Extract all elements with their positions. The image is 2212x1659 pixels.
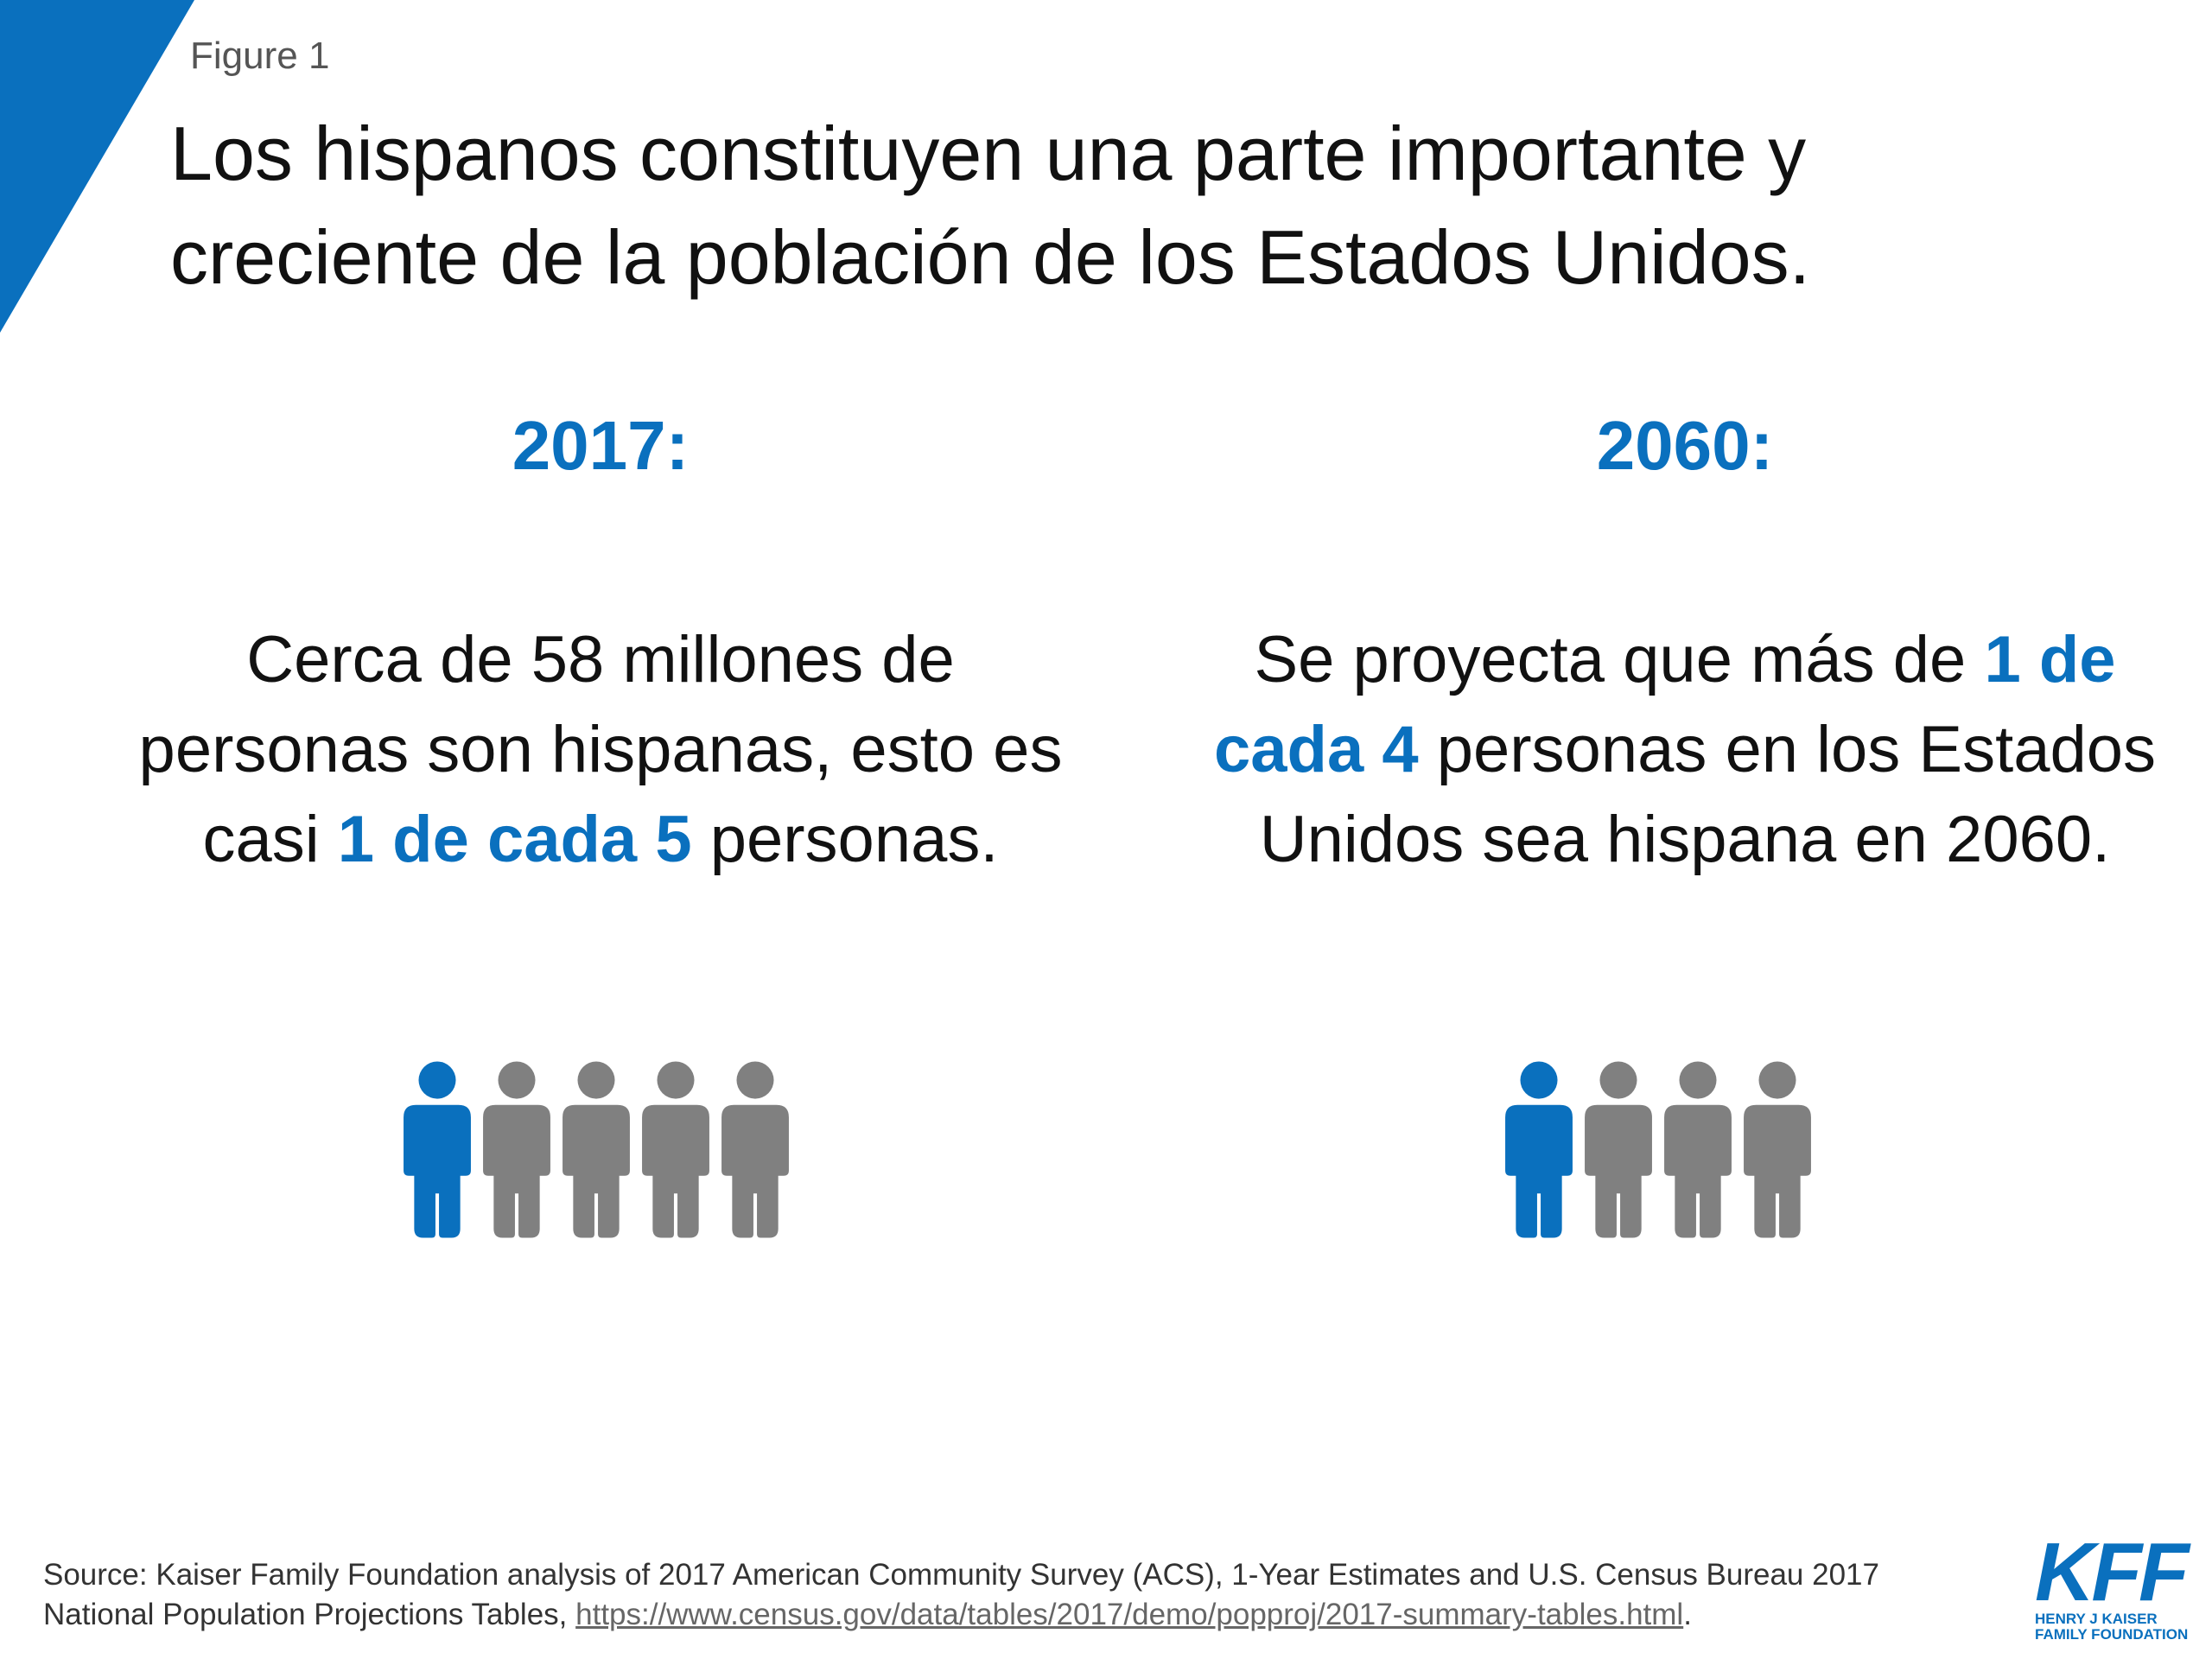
person-icon [1664, 1061, 1732, 1238]
figure-label: Figure 1 [190, 35, 330, 77]
title-line-2: creciente de la población de los Estados… [170, 214, 1811, 300]
right-text-2: personas en los Estados Unidos sea hispa… [1259, 713, 2156, 876]
logo-mark: KFF [2035, 1526, 2190, 1618]
person-icon [1585, 1061, 1652, 1238]
right-highlight: 1 de cada 4 [1213, 623, 2116, 786]
source-link[interactable]: https://www.census.gov/data/tables/2017/… [575, 1598, 1684, 1631]
left-text-1: Cerca de 58 millones de personas son his… [138, 623, 1063, 876]
source-text-2: . [1683, 1598, 1692, 1631]
year-2060-heading: 2060: [1596, 407, 1774, 484]
corner-accent-triangle [0, 0, 194, 333]
kff-logo: KFF HENRY J KAISER FAMILY FOUNDATION [2035, 1526, 2190, 1643]
left-text-2: personas. [691, 803, 999, 876]
logo-line-1: HENRY J KAISER [2035, 1611, 2158, 1627]
logo-line-2: FAMILY FOUNDATION [2035, 1626, 2189, 1643]
people-icons-2017 [402, 1058, 799, 1244]
person-icon [483, 1061, 550, 1238]
right-description: Se proyecta que más de 1 de cada 4 perso… [1175, 615, 2195, 885]
person-icon [563, 1061, 630, 1238]
source-note: Source: Kaiser Family Foundation analysi… [43, 1555, 1979, 1635]
page-title: Los hispanos constituyen una parte impor… [170, 102, 2183, 309]
left-highlight: 1 de cada 5 [337, 803, 692, 876]
person-icon [1744, 1061, 1811, 1238]
left-description: Cerca de 58 millones de personas son his… [104, 615, 1097, 885]
person-icon [642, 1061, 709, 1238]
person-icon-highlighted [404, 1061, 471, 1238]
people-icons-2060 [1503, 1058, 1821, 1244]
right-text-1: Se proyecta que más de [1254, 623, 1985, 696]
title-line-1: Los hispanos constituyen una parte impor… [170, 111, 1807, 196]
year-2017-heading: 2017: [512, 407, 690, 484]
person-icon [721, 1061, 789, 1238]
source-text-1: Source: Kaiser Family Foundation analysi… [43, 1558, 1879, 1631]
person-icon-highlighted [1505, 1061, 1573, 1238]
